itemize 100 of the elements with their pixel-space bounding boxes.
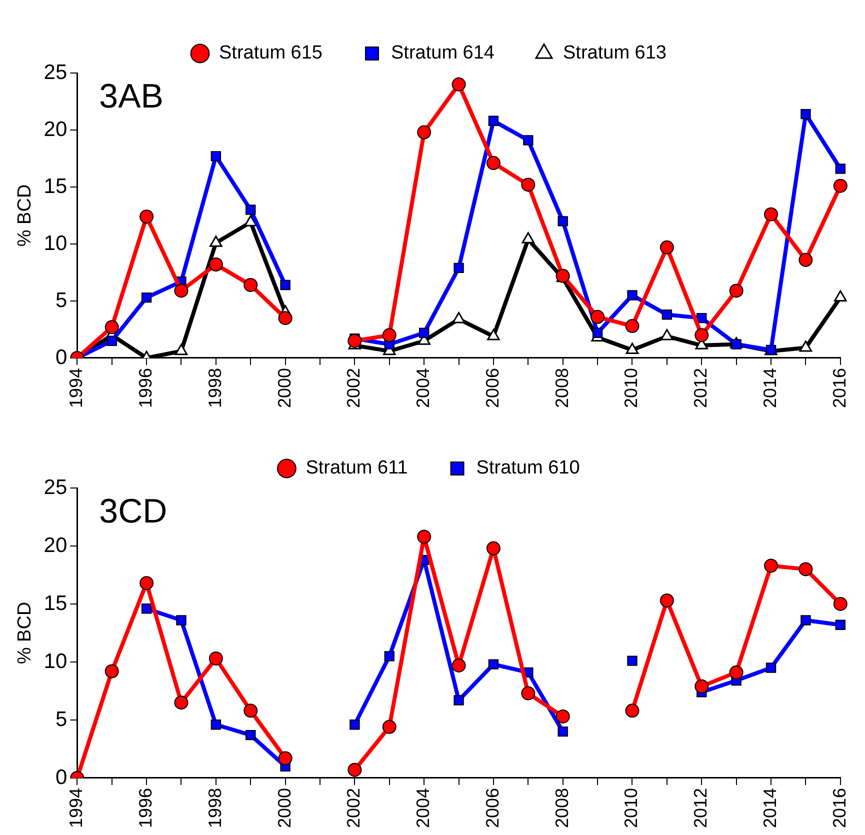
x-tick-label: 1998 <box>204 788 225 828</box>
y-tick-label: 15 <box>44 592 68 615</box>
point <box>246 730 256 740</box>
point <box>627 656 638 666</box>
x-tick-label: 2014 <box>760 368 780 408</box>
y-tick-label: 10 <box>44 650 68 673</box>
point <box>798 562 813 576</box>
point <box>452 77 466 92</box>
point <box>486 541 500 556</box>
y-tick-label: 0 <box>55 766 68 789</box>
point <box>833 596 848 611</box>
point <box>522 232 535 244</box>
point <box>384 651 394 662</box>
point <box>835 164 846 174</box>
x-tick-label: 2016 <box>829 788 850 828</box>
x-tick-label: 1996 <box>136 788 156 828</box>
point <box>558 726 568 737</box>
legend-label: Stratum 615 <box>219 42 323 64</box>
point <box>350 720 360 730</box>
x-tick-label: 2008 <box>552 788 572 828</box>
x-tick-label: 2012 <box>690 368 711 408</box>
y-tick-label: 15 <box>44 174 68 198</box>
x-tick-label: 2012 <box>690 788 711 828</box>
x-tick-label: 2002 <box>344 368 364 408</box>
x-tick-label: 2002 <box>344 788 364 828</box>
point <box>104 664 119 678</box>
legend-label: Stratum 610 <box>476 458 580 479</box>
point <box>486 156 500 170</box>
point <box>417 125 432 140</box>
point <box>800 108 811 120</box>
point <box>210 720 222 730</box>
point <box>141 604 152 614</box>
point <box>660 329 674 340</box>
point <box>174 284 188 298</box>
point <box>660 594 674 608</box>
point <box>348 762 362 777</box>
point <box>452 312 466 324</box>
point <box>487 329 500 340</box>
point <box>140 210 154 224</box>
point <box>244 278 258 292</box>
point <box>764 558 778 573</box>
point <box>244 215 257 226</box>
point <box>798 252 813 267</box>
y-tick-label: 20 <box>44 118 68 141</box>
point <box>800 615 811 626</box>
point <box>835 620 846 630</box>
point <box>766 662 776 673</box>
point <box>382 328 396 342</box>
point <box>660 240 674 254</box>
point <box>246 204 256 215</box>
x-tick-label: 2000 <box>274 368 294 408</box>
point <box>694 679 709 694</box>
x-tick-label: 2010 <box>621 368 642 408</box>
point <box>348 334 362 348</box>
point <box>834 290 847 302</box>
point <box>104 320 119 334</box>
point <box>625 319 640 334</box>
point <box>590 310 605 324</box>
point <box>141 292 152 303</box>
point <box>729 284 744 298</box>
point <box>244 704 258 718</box>
point <box>454 262 464 274</box>
point <box>521 178 536 192</box>
x-tick-label: 2010 <box>621 788 642 828</box>
point <box>106 336 117 346</box>
y-tick-label: 5 <box>55 288 68 312</box>
x-tick-label: 2008 <box>552 368 572 408</box>
point <box>558 216 568 226</box>
point <box>625 704 640 718</box>
point <box>418 328 430 338</box>
legend-label: Stratum 613 <box>563 42 666 64</box>
x-tick-label: 1998 <box>204 368 225 408</box>
legend-label: Stratum 611 <box>306 458 408 479</box>
point <box>627 290 638 300</box>
point <box>454 695 464 706</box>
point <box>210 151 222 162</box>
point <box>140 576 154 590</box>
x-tick-label: 1996 <box>136 368 156 408</box>
point <box>662 310 672 320</box>
point <box>521 686 536 700</box>
x-tick-label: 2000 <box>274 788 294 828</box>
y-tick-label: 20 <box>44 534 68 557</box>
point <box>176 615 186 626</box>
point <box>729 665 744 680</box>
y-tick-label: 10 <box>44 232 68 255</box>
x-tick-label: 2014 <box>760 788 780 828</box>
point <box>280 280 290 290</box>
y-tick-label: 5 <box>55 708 68 731</box>
y-tick-label: 25 <box>44 476 68 499</box>
annotation: 3AB <box>99 77 164 116</box>
point <box>174 696 188 710</box>
point <box>764 207 778 222</box>
y-tick-label: 0 <box>55 346 68 369</box>
point <box>208 651 223 666</box>
point <box>799 340 812 352</box>
point <box>417 530 432 544</box>
point <box>278 751 292 766</box>
x-tick-label: 2006 <box>482 788 502 828</box>
y-axis-title: % BCD <box>14 602 36 664</box>
y-tick-label: 25 <box>44 60 68 84</box>
